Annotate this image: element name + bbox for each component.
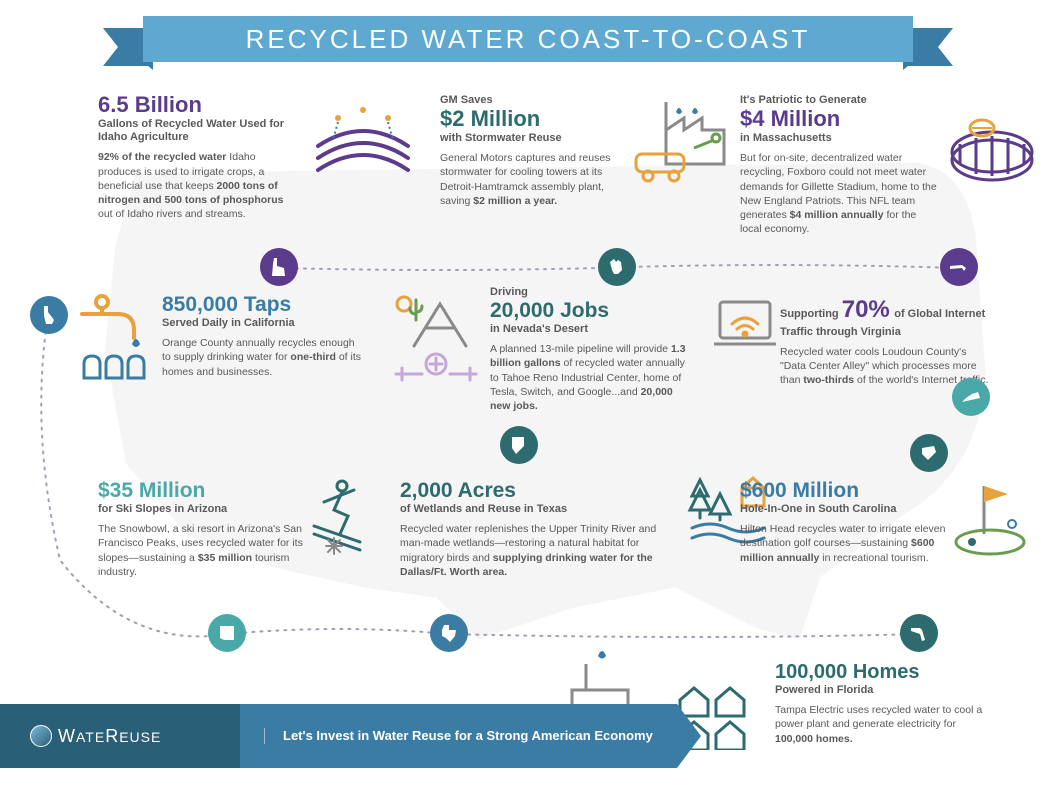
california-dot: [30, 296, 68, 334]
texas-dot: [430, 614, 468, 652]
stat-subtitle: with Stormwater Reuse: [440, 132, 615, 145]
stat-body: Tampa Electric uses recycled water to co…: [775, 703, 995, 746]
page-title: RECYCLED WATER COAST-TO-COAST: [246, 24, 811, 55]
faucet-icon: [72, 294, 156, 384]
footer-tagline: Let's Invest in Water Reuse for a Strong…: [264, 728, 653, 745]
mass-dot: [940, 248, 978, 286]
stat-body: General Motors captures and reuses storm…: [440, 151, 615, 208]
stat-subtitle: in Nevada's Desert: [490, 323, 690, 336]
stat-virginia: Supporting 70% of Global Internet Traffi…: [780, 298, 990, 387]
stadium-icon: [948, 116, 1036, 186]
arizona-dot: [208, 614, 246, 652]
footer-tagline-area: Let's Invest in Water Reuse for a Strong…: [240, 704, 677, 768]
stat-subtitle: Hole-In-One in South Carolina: [740, 503, 950, 516]
sc-dot: [910, 434, 948, 472]
stat-value: $600 Million: [740, 480, 950, 501]
irrigation-icon: [308, 100, 418, 180]
stat-body: A planned 13-mile pipeline will provide …: [490, 342, 690, 413]
florida-dot: [900, 614, 938, 652]
stat-florida: 100,000 Homes Powered in Florida Tampa Ele…: [775, 662, 995, 746]
stat-mass: It's Patriotic to Generate $4 Million in M…: [740, 94, 940, 236]
stat-value: 6.5 Billion: [98, 94, 288, 116]
michigan-dot: [598, 248, 636, 286]
stat-california: 850,000 Taps Served Daily in California Or…: [162, 294, 362, 379]
stat-subtitle: for Ski Slopes in Arizona: [98, 503, 328, 516]
stat-value: $4 Million: [740, 108, 940, 130]
idaho-dot: [260, 248, 298, 286]
stat-value: $35 Million: [98, 480, 328, 501]
footer-logo-text: WATEREUSE: [58, 726, 161, 747]
stat-value: 100,000 Homes: [775, 662, 995, 682]
stat-value: 2,000 Acres: [400, 480, 670, 501]
title-banner: RECYCLED WATER COAST-TO-COAST: [103, 16, 953, 72]
stat-body: Orange County annually recycles enough t…: [162, 336, 362, 379]
stat-pretitle: Driving: [490, 286, 690, 298]
stat-subtitle: Powered in Florida: [775, 684, 995, 697]
stat-body: The Snowbowl, a ski resort in Arizona's …: [98, 522, 328, 579]
stat-value: $2 Million: [440, 108, 615, 130]
stat-body: 92% of the recycled water Idaho produces…: [98, 150, 288, 221]
stat-subtitle: of Wetlands and Reuse in Texas: [400, 503, 670, 516]
stat-texas: 2,000 Acres of Wetlands and Reuse in Texa…: [400, 480, 670, 579]
footer-logo: WATEREUSE: [0, 704, 240, 768]
laptop-wifi-icon: [710, 296, 780, 352]
virginia-dot: [952, 378, 990, 416]
stat-idaho: 6.5 BillionGallons of Recycled Water Use…: [98, 94, 288, 221]
stat-subtitle: Served Daily in California: [162, 317, 362, 330]
stat-nevada: Driving 20,000 Jobs in Nevada's Desert A pl…: [490, 286, 690, 413]
golf-icon: [954, 476, 1030, 556]
stat-subtitle: Gallons of Recycled Water Used for Idaho…: [98, 118, 288, 144]
stat-subtitle: in Massachusetts: [740, 132, 940, 145]
stat-body: But for on-site, decentralized water rec…: [740, 151, 940, 236]
stat-body: Recycled water replenishes the Upper Tri…: [400, 522, 670, 579]
stat-sc: $600 Million Hole-In-One in South Carolin…: [740, 480, 950, 565]
nevada-dot: [500, 426, 538, 464]
stat-value: 20,000 Jobs: [490, 300, 690, 321]
stat-gm: GM Saves $2 Million with Stormwater Reuse G…: [440, 94, 615, 208]
stat-pretitle: GM Saves: [440, 94, 615, 106]
stat-value: 850,000 Taps: [162, 294, 362, 315]
footer-bar: WATEREUSE Let's Invest in Water Reuse fo…: [0, 704, 677, 768]
watereuse-globe-icon: [30, 725, 52, 747]
factory-car-icon: [628, 96, 728, 186]
stat-arizona: $35 Million for Ski Slopes in Arizona The …: [98, 480, 328, 579]
desert-icon: [386, 286, 486, 390]
stat-body: Hilton Head recycles water to irrigate e…: [740, 522, 950, 565]
stat-pretitle: It's Patriotic to Generate: [740, 94, 940, 106]
